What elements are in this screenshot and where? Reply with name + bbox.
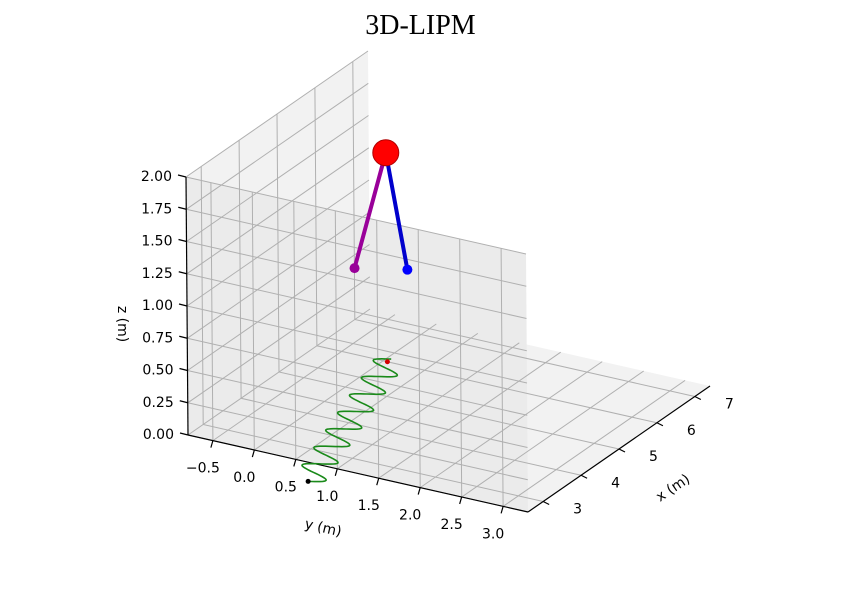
start-point-marker [305,478,311,484]
x-tick-label: 3 [573,502,582,518]
y-tick-label: 0.0 [233,470,255,486]
x-tick-mark [656,422,664,427]
y-axis-line [187,434,529,513]
x-tick-mark [580,474,588,479]
current-com-ground-marker [384,359,390,365]
x-tick-mark [618,448,626,453]
y-tick-mark [334,468,338,476]
z-tick-label: 0.25 [143,395,174,411]
y-tick-label: 2.5 [441,517,463,533]
chart-title: 3D-LIPM [365,10,476,41]
left-foot-marker [402,264,413,275]
y-tick-mark [459,496,463,505]
x-axis-label: x (m) [653,471,693,505]
x-tick-mark [542,500,550,506]
z-tick-label: 1.25 [142,266,173,282]
x-tick-label: 7 [725,397,734,413]
com-trajectory-line [301,357,399,483]
y-tick-mark [251,449,255,458]
y-tick-mark [210,440,214,448]
z-tick-label: 0.50 [142,363,173,379]
z-tick-mark [179,335,188,339]
x-tick-mark [694,395,702,401]
y-tick-label: 2.0 [399,508,421,524]
z-tick-label: 2.00 [141,169,172,185]
y-tick-mark [293,459,297,467]
right-foot-marker [349,263,360,274]
data-series [301,139,413,484]
z-tick-mark [179,400,188,404]
z-tick-mark [178,303,188,307]
y-axis-label: y (m) [303,516,343,540]
z-tick-label: 1.00 [142,298,173,314]
y-tick-mark [500,506,504,514]
y-tick-label: 1.0 [316,489,338,505]
z-tick-mark [177,174,187,178]
y-tick-label: 0.5 [275,479,297,495]
z-tick-mark [179,367,188,372]
com-mass-marker [372,139,400,167]
right-leg-line [352,150,388,271]
z-tick-label: 0.00 [143,427,174,443]
y-tick-label: 3.0 [482,526,504,542]
y-tick-label: −0.5 [186,461,220,477]
z-axis-label: z (m) [114,306,130,342]
y-tick-label: 1.5 [358,498,380,514]
tick-labels: 3 4 5 6 7 3.0 2.5 2.0 1.5 1.0 0.5 0.0 −0.5 0.00 0.25 0.… [141,169,734,542]
z-tick-label: 1.50 [141,234,172,250]
z-tick-label: 1.75 [141,201,172,217]
x-tick-label: 4 [611,475,620,491]
z-tick-label: 0.75 [142,330,173,346]
z-tick-mark [178,206,187,210]
z-tick-mark [178,271,187,275]
x-tick-label: 6 [687,423,696,439]
z-tick-mark [179,432,189,436]
left-leg-line [383,150,410,272]
x-tick-label: 5 [649,449,658,465]
z-tick-mark [178,238,187,243]
y-tick-mark [417,487,421,495]
y-tick-mark [376,478,380,486]
